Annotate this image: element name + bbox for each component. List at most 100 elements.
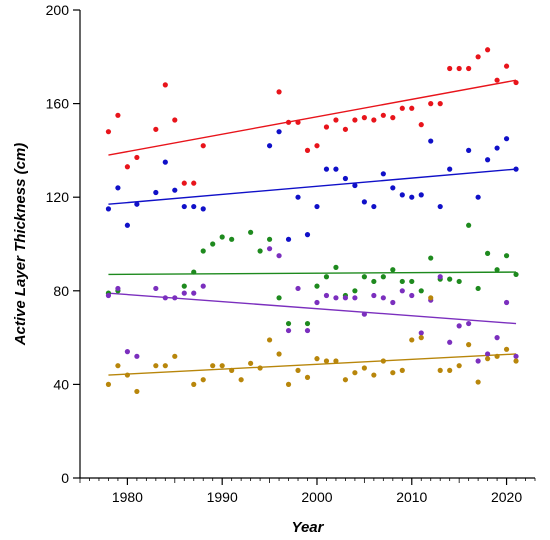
data-point-series-4: [333, 295, 339, 301]
data-point-series-5: [304, 374, 311, 380]
y-tick-label: 160: [46, 96, 70, 112]
data-point-series-2: [371, 203, 377, 210]
data-point-series-1: [162, 82, 168, 88]
data-point-series-5: [105, 381, 112, 387]
data-point-series-2: [285, 236, 292, 242]
data-point-series-2: [333, 166, 339, 172]
data-point-series-1: [475, 54, 481, 60]
data-point-series-4: [276, 253, 282, 259]
data-point-series-1: [115, 112, 121, 118]
data-point-series-4: [466, 320, 472, 327]
data-point-series-5: [428, 295, 434, 301]
data-point-series-4: [409, 292, 415, 299]
x-axis-title: Year: [292, 519, 325, 536]
data-point-series-2: [200, 206, 206, 212]
data-point-series-1: [485, 47, 491, 53]
data-point-series-3: [494, 267, 500, 273]
data-point-series-1: [380, 112, 386, 118]
data-point-series-5: [115, 363, 121, 369]
data-point-series-4: [352, 295, 358, 301]
data-point-series-1: [285, 119, 292, 125]
data-point-series-3: [485, 250, 491, 256]
data-point-series-1: [172, 117, 178, 123]
data-point-series-5: [390, 370, 396, 376]
data-point-series-4: [475, 358, 481, 364]
data-point-series-2: [475, 194, 481, 200]
data-point-series-5: [409, 337, 415, 343]
data-point-series-4: [485, 351, 491, 357]
data-point-series-3: [409, 278, 415, 285]
data-point-series-4: [447, 339, 453, 345]
data-point-series-2: [437, 203, 443, 210]
data-point-series-5: [342, 377, 349, 383]
data-point-series-5: [333, 358, 339, 364]
trend-line-4: [108, 292, 517, 325]
data-point-series-5: [229, 367, 235, 373]
data-point-series-3: [314, 283, 320, 289]
data-point-series-4: [390, 299, 396, 306]
data-point-series-1: [124, 164, 130, 170]
data-point-series-2: [380, 171, 386, 177]
data-point-series-1: [503, 63, 510, 69]
data-point-series-2: [390, 185, 396, 191]
data-point-series-4: [134, 353, 140, 359]
data-point-series-4: [181, 290, 187, 296]
data-point-series-3: [266, 236, 273, 242]
data-point-series-4: [115, 285, 121, 292]
data-point-series-2: [485, 157, 491, 163]
data-point-series-2: [503, 136, 510, 142]
data-point-series-1: [276, 89, 282, 95]
data-point-series-3: [475, 285, 481, 292]
data-point-series-3: [333, 264, 339, 270]
data-point-series-3: [181, 283, 187, 289]
data-point-series-5: [276, 351, 282, 357]
data-point-series-4: [304, 327, 311, 334]
data-point-series-1: [437, 101, 443, 107]
data-point-series-1: [361, 115, 367, 121]
data-point-series-2: [134, 201, 140, 207]
data-point-series-4: [371, 292, 377, 299]
data-point-series-2: [494, 145, 500, 151]
data-point-series-3: [361, 274, 367, 280]
data-point-series-5: [162, 363, 168, 369]
data-point-series-4: [513, 353, 519, 359]
data-point-series-1: [314, 143, 320, 149]
data-point-series-5: [238, 377, 244, 383]
data-point-series-4: [200, 283, 206, 289]
data-point-series-5: [257, 365, 263, 371]
data-point-series-3: [380, 274, 386, 280]
data-point-series-2: [181, 203, 187, 210]
data-point-series-1: [418, 122, 424, 128]
data-point-series-3: [418, 288, 424, 294]
data-point-series-4: [295, 285, 301, 292]
data-point-series-1: [456, 65, 462, 72]
data-point-series-3: [371, 278, 377, 285]
data-point-series-4: [266, 246, 273, 252]
data-point-series-2: [115, 185, 121, 191]
trend-line-1: [108, 79, 517, 156]
data-point-series-5: [134, 388, 140, 395]
data-point-series-5: [437, 367, 443, 373]
data-point-series-1: [409, 105, 415, 111]
data-point-series-5: [418, 335, 424, 341]
data-point-series-5: [191, 381, 197, 387]
data-point-series-1: [200, 143, 206, 149]
data-point-series-5: [266, 337, 273, 343]
y-tick-label: 0: [61, 470, 69, 486]
data-point-series-3: [210, 241, 216, 247]
data-point-series-4: [437, 274, 443, 280]
data-point-series-5: [352, 370, 358, 376]
data-point-series-2: [513, 166, 519, 172]
data-point-series-2: [447, 166, 453, 172]
data-point-series-4: [503, 299, 510, 306]
data-point-series-3: [513, 271, 519, 278]
data-point-series-3: [248, 229, 254, 235]
data-point-series-5: [314, 356, 320, 362]
data-point-series-1: [466, 65, 472, 72]
data-point-series-4: [323, 292, 330, 299]
data-point-series-3: [447, 276, 453, 282]
data-point-series-2: [124, 222, 130, 228]
data-point-series-1: [333, 117, 339, 123]
data-point-series-5: [371, 372, 377, 378]
data-point-series-5: [447, 367, 453, 373]
